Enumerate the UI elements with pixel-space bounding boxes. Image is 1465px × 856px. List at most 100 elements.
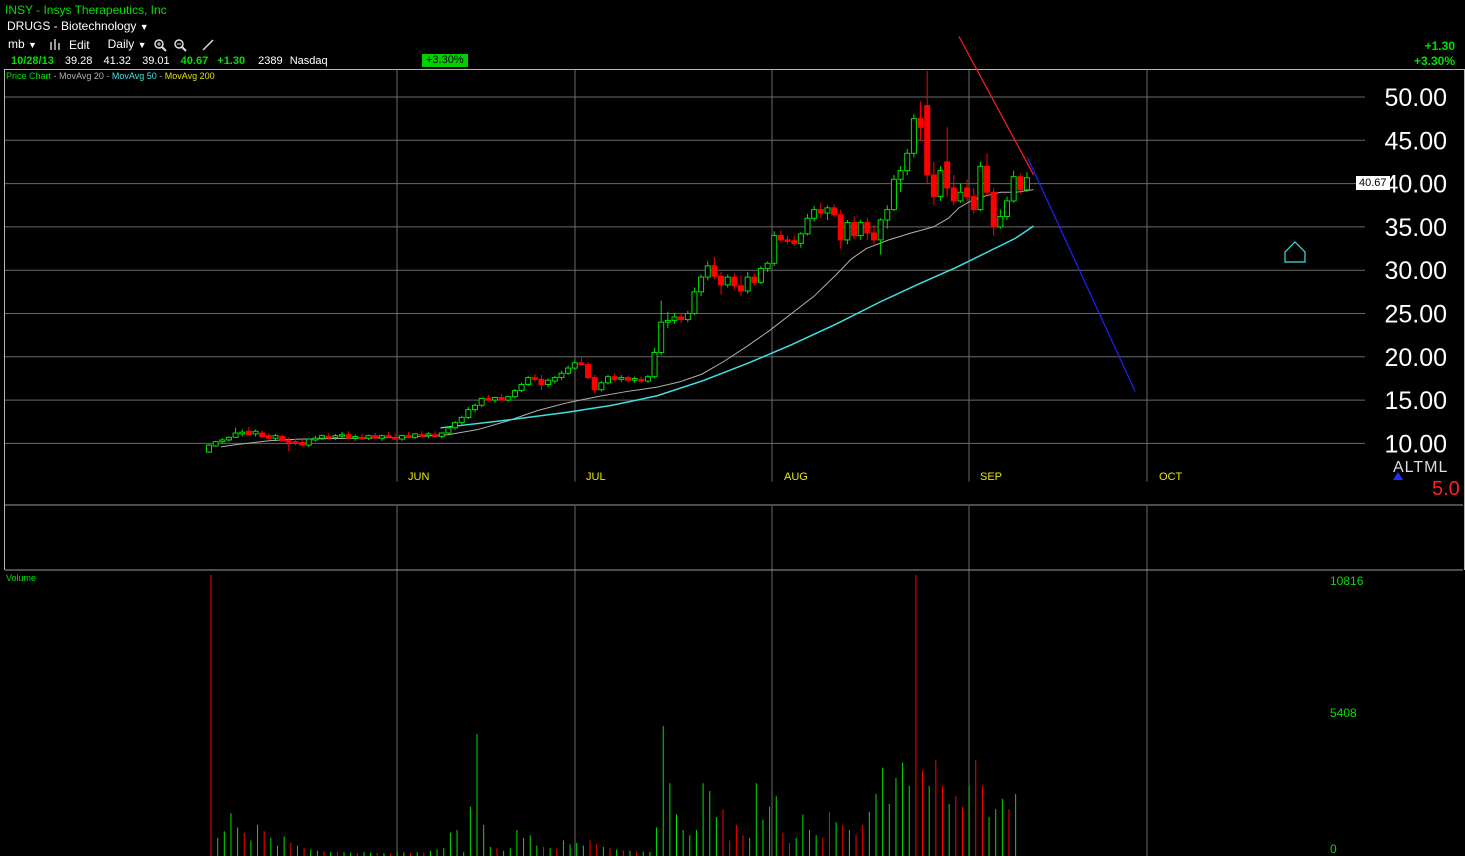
candle-body	[591, 377, 598, 391]
legend-ma200[interactable]: MovAvg 200	[164, 71, 215, 81]
candle-body	[458, 416, 465, 424]
x-month-label: SEP	[980, 471, 1002, 483]
y-tick-label: 45.00	[1384, 127, 1447, 155]
candle-body	[738, 285, 744, 292]
y-tick-label: 15.00	[1384, 387, 1447, 415]
candle-body	[624, 377, 631, 381]
candle-body	[791, 240, 798, 244]
candle-body	[206, 444, 212, 453]
legend-price-chart[interactable]: Price Chart	[6, 71, 52, 81]
candle-body	[831, 207, 838, 216]
indicator-legend: Price Chart - MovAvg 20 - MovAvg 50 - Mo…	[6, 71, 215, 81]
candle-body	[764, 262, 771, 269]
candle-body	[345, 434, 352, 439]
candle-body	[871, 232, 877, 241]
y-tick-label: 25.00	[1384, 301, 1447, 329]
candle-body	[485, 397, 492, 401]
candle-body	[664, 319, 671, 323]
candle-body	[924, 105, 931, 176]
candle-body	[259, 432, 266, 437]
right-change: +1.30	[1424, 39, 1455, 53]
candle-body	[598, 382, 605, 391]
candle-body	[784, 239, 791, 242]
candle-body	[964, 187, 971, 198]
chevron-down-icon: ▼	[137, 40, 147, 50]
symbol-title[interactable]: INSY - Insys Therapeutics, Inc	[5, 3, 167, 17]
altml-label[interactable]: ALTML	[1393, 459, 1448, 477]
candle-body	[698, 276, 705, 293]
candle-body	[465, 409, 472, 418]
candle-body	[279, 435, 286, 442]
candle-body	[811, 209, 818, 219]
candle-body	[505, 396, 512, 401]
candle-body	[771, 235, 778, 264]
candle-body	[225, 436, 232, 441]
period-label: Daily	[107, 37, 135, 51]
y-tick-label: 30.00	[1384, 257, 1447, 285]
zoom-in-icon[interactable]	[153, 38, 167, 52]
candle-body	[631, 377, 638, 381]
candle-body	[425, 433, 432, 437]
y-tick-label: 20.00	[1384, 344, 1447, 372]
candle-body	[319, 435, 326, 439]
candle-body	[571, 362, 578, 369]
trendline-red	[958, 36, 1035, 176]
candle-body	[405, 435, 412, 438]
quote-line: 10/28/13 39.28 41.32 39.01 40.67 +1.30 2…	[11, 54, 328, 68]
candle-body	[219, 439, 226, 443]
quote-date: 10/28/13	[11, 55, 54, 67]
candle-body	[385, 435, 392, 438]
industry-group-label: DRUGS - Biotechnology	[7, 19, 137, 33]
candle-body	[438, 432, 445, 437]
candle-body	[890, 178, 897, 211]
x-month-label: JUN	[408, 471, 429, 483]
toolbar: mb ▼ Edit Daily ▼	[8, 37, 215, 52]
candle-body	[651, 351, 658, 378]
candle-body	[731, 276, 738, 287]
candle-body	[644, 376, 651, 382]
candle-body	[1004, 200, 1010, 218]
edit-button[interactable]: Edit	[68, 37, 90, 52]
house-marker-icon	[1284, 241, 1306, 263]
candle-body	[418, 434, 425, 437]
candle-body	[691, 291, 698, 315]
ma20-line	[220, 189, 1034, 448]
user-menu[interactable]: mb ▼	[8, 37, 37, 52]
industry-group[interactable]: DRUGS - Biotechnology ▼	[7, 19, 149, 34]
candle-body	[611, 376, 618, 380]
quote-change: +1.30	[217, 55, 246, 67]
zoom-out-icon[interactable]	[173, 38, 187, 52]
x-month-label: OCT	[1159, 471, 1183, 483]
volume-bottom-value: 0	[1330, 842, 1337, 856]
ma50-line	[440, 225, 1035, 429]
period-select[interactable]: Daily ▼	[108, 37, 147, 52]
candle-body	[365, 435, 372, 439]
chevron-down-icon[interactable]: ▼	[139, 22, 149, 32]
candle-body	[398, 435, 405, 440]
volume-mid-value: 5408	[1330, 706, 1357, 720]
candle-body	[704, 265, 711, 278]
candle-body	[917, 118, 924, 128]
quote-open: 39.28	[64, 55, 93, 67]
legend-ma20[interactable]: MovAvg 20	[59, 71, 104, 81]
candle-body	[372, 435, 379, 439]
candle-body	[412, 433, 419, 438]
y-tick-label: 10.00	[1384, 430, 1447, 458]
candle-body	[997, 216, 1004, 228]
legend-ma50[interactable]: MovAvg 50	[111, 71, 157, 81]
last-price-label: 40.67	[1356, 176, 1390, 190]
candle-body	[777, 235, 784, 241]
candle-body	[744, 276, 751, 292]
volume-top-value: 10816	[1330, 574, 1364, 588]
candle-body	[711, 265, 718, 277]
bar-chart-icon[interactable]	[49, 39, 63, 50]
candle-body	[851, 222, 858, 237]
candle-body	[1010, 176, 1017, 202]
candle-body	[757, 267, 764, 283]
candle-body	[751, 276, 758, 283]
draw-line-icon[interactable]	[201, 38, 215, 52]
quote-exchange: Nasdaq	[289, 55, 328, 67]
candle-body	[358, 436, 365, 440]
candle-body	[950, 187, 957, 202]
